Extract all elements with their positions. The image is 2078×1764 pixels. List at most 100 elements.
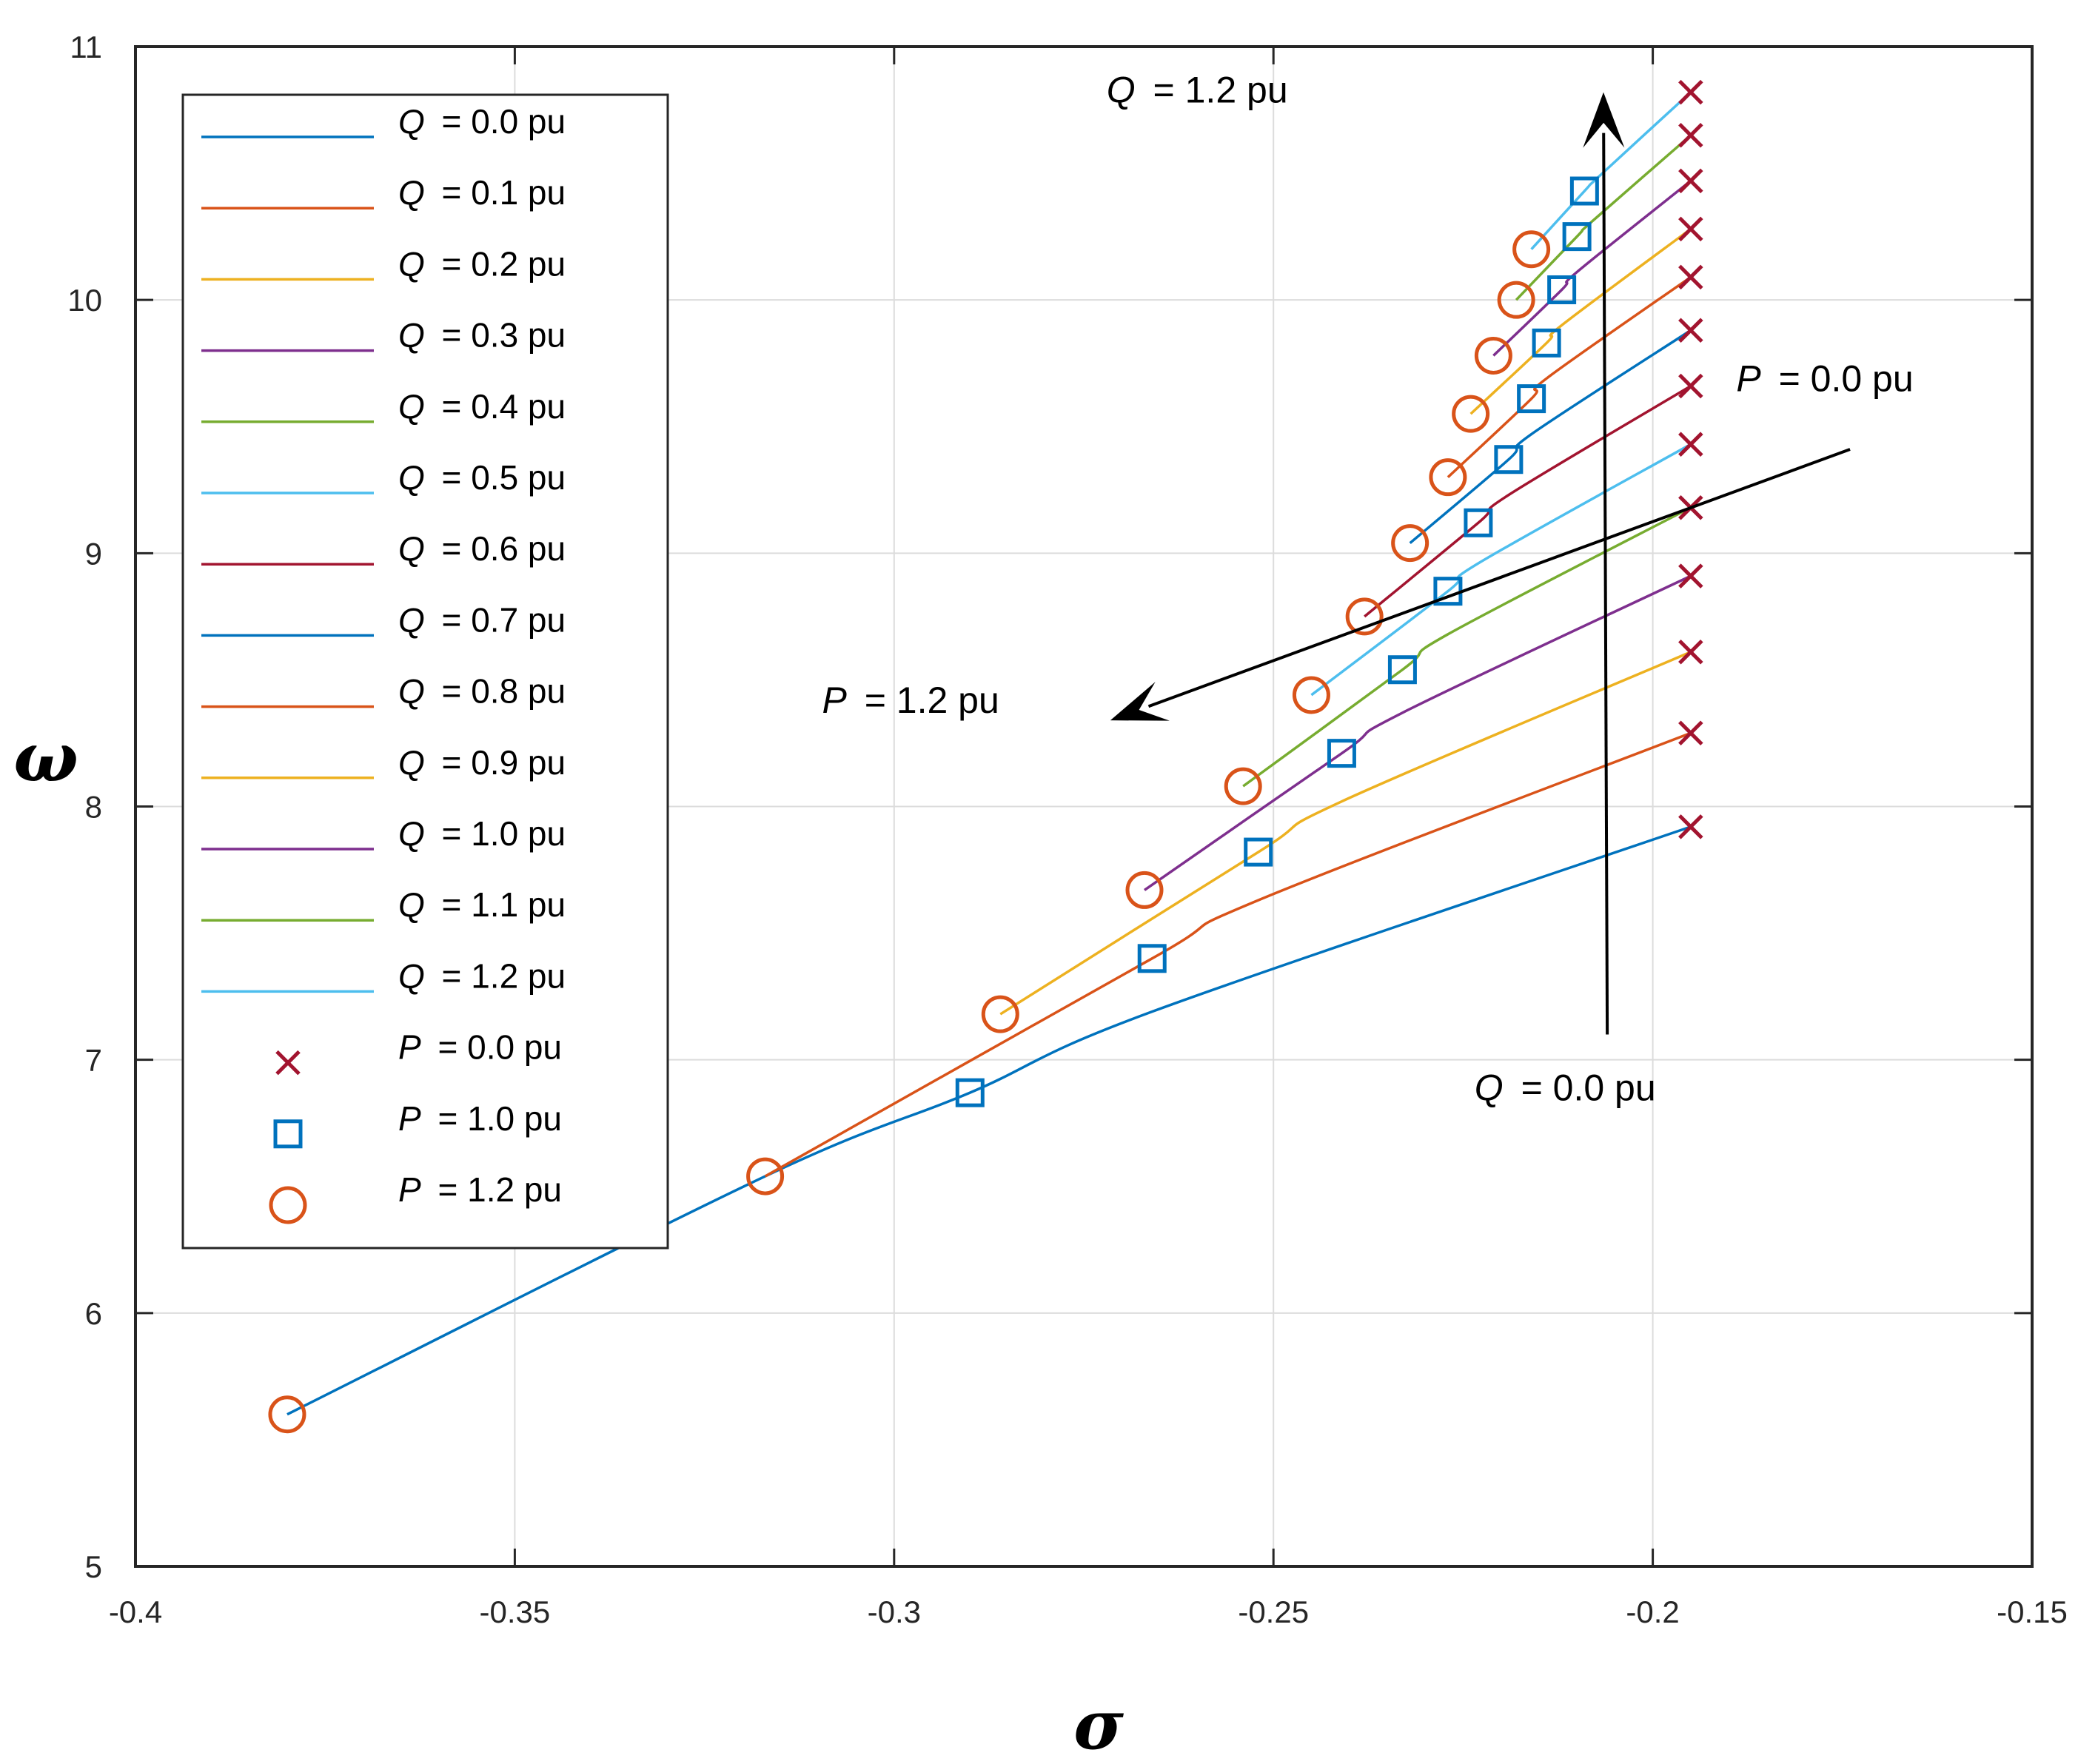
circle-marker: [1125, 871, 1164, 909]
legend-label: Q = 1.1 pu: [398, 885, 566, 924]
tick-labels: -0.4 -0.35 -0.3 -0.25 -0.2 -0.15 5 6 7 8 9 10 11: [67, 30, 2068, 1629]
square-marker: [1244, 837, 1273, 867]
legend-entry: Q = 0.3 pu: [201, 316, 566, 355]
circle-marker: [981, 995, 1019, 1033]
legend: Q = 0.0 pu Q = 0.1 pu Q = 0.2 pu Q = 0.3 pu…: [181, 93, 669, 1250]
legend-label: Q = 1.0 pu: [398, 814, 566, 853]
x-marker: [1678, 373, 1703, 399]
annotation-1: P = 0.0 pu: [1736, 358, 1913, 399]
legend-label: Q = 0.6 pu: [398, 529, 566, 568]
legend-label: Q = 0.1 pu: [398, 173, 566, 212]
legend-label: Q = 0.2 pu: [398, 244, 566, 283]
y-tick-label: 8: [85, 790, 102, 825]
annotations: Q = 1.2 pu P = 0.0 pu P = 1.2 pu Q = 0.0 pu: [822, 69, 1913, 1108]
series-line-q-1: [764, 731, 1692, 1178]
y-axis-label: ω: [13, 717, 78, 797]
series-line-q-3: [1143, 574, 1692, 891]
x-axis-label: σ: [1073, 1685, 1124, 1764]
series-line-q-10: [1492, 179, 1692, 357]
circle-marker: [268, 1395, 306, 1434]
y-tick-label: 5: [85, 1549, 102, 1584]
x-tick-label: -0.15: [1997, 1594, 2068, 1629]
series-line-q-0: [286, 825, 1692, 1416]
legend-entry: Q = 0.2 pu: [201, 244, 566, 283]
legend-label: P = 1.2 pu: [398, 1170, 562, 1209]
x-marker: [1678, 264, 1703, 290]
square-marker: [1387, 655, 1417, 685]
series-line-q-11: [1515, 134, 1692, 301]
x-marker: [1678, 720, 1703, 746]
circle-marker: [746, 1157, 785, 1195]
annotation-arrow-1: [1110, 448, 1851, 721]
y-tick-label: 6: [85, 1296, 102, 1331]
annotation-3: Q = 0.0 pu: [1475, 1067, 1656, 1108]
square-marker: [1327, 739, 1356, 768]
square-marker: [1569, 176, 1599, 206]
legend-entry: P = 1.0 pu: [273, 1099, 562, 1149]
series-line-q-4: [1242, 506, 1692, 788]
x-marker: [1678, 814, 1703, 839]
series-layer: [286, 91, 1692, 1416]
legend-entry: Q = 0.5 pu: [201, 458, 566, 497]
annotation-2: P = 1.2 pu: [822, 680, 999, 721]
annotation-0: Q = 1.2 pu: [1107, 69, 1288, 110]
legend-label: Q = 1.2 pu: [398, 956, 566, 995]
legend-label: Q = 0.8 pu: [398, 672, 566, 711]
legend-entry: Q = 0.7 pu: [201, 600, 566, 639]
square-marker: [1547, 275, 1577, 304]
series-line-q-8: [1447, 275, 1692, 478]
square-marker: [1532, 328, 1561, 358]
circle-marker: [1452, 395, 1490, 433]
annotation-arrows: [1110, 92, 1851, 1035]
square-marker: [1494, 445, 1524, 474]
circle-marker: [1345, 597, 1384, 636]
x-marker: [1678, 79, 1703, 105]
circle-marker: [1224, 767, 1262, 805]
legend-label: P = 1.0 pu: [398, 1099, 562, 1138]
legend-entry: Q = 1.0 pu: [201, 814, 566, 853]
square-marker: [955, 1078, 985, 1107]
legend-entry: P = 0.0 pu: [275, 1028, 562, 1076]
x-tick-label: -0.4: [109, 1594, 162, 1629]
legend-label: Q = 0.0 pu: [398, 102, 566, 141]
legend-swatch: [275, 1050, 301, 1076]
circle-marker: [1497, 281, 1535, 319]
legend-entry: Q = 1.2 pu: [201, 956, 566, 995]
x-tick-label: -0.2: [1626, 1594, 1679, 1629]
x-marker: [1678, 318, 1703, 343]
x-marker: [1678, 122, 1703, 148]
legend-label: Q = 0.9 pu: [398, 743, 566, 782]
x-tick-label: -0.35: [480, 1594, 551, 1629]
legend-label: Q = 0.7 pu: [398, 600, 566, 639]
circle-marker: [1391, 524, 1430, 563]
y-tick-label: 11: [70, 30, 102, 64]
legend-entry: Q = 0.6 pu: [201, 529, 566, 568]
legend-entry: P = 1.2 pu: [269, 1170, 562, 1224]
x-marker: [1678, 432, 1703, 457]
legend-label: Q = 0.5 pu: [398, 458, 566, 497]
x-marker: [1678, 216, 1703, 242]
legend-entry: Q = 0.4 pu: [201, 387, 566, 426]
x-marker: [1678, 563, 1703, 588]
legend-swatch: [269, 1186, 307, 1224]
legend-swatch: [273, 1119, 303, 1149]
legend-box: [181, 93, 669, 1250]
x-tick-label: -0.25: [1238, 1594, 1309, 1629]
square-marker: [1137, 944, 1167, 973]
y-tick-label: 7: [85, 1043, 102, 1078]
series-line-q-9: [1469, 227, 1692, 415]
square-marker: [1464, 508, 1493, 537]
legend-label: P = 0.0 pu: [398, 1028, 562, 1067]
series-line-q-2: [999, 651, 1692, 1016]
legend-entry: Q = 0.9 pu: [201, 743, 566, 782]
legend-entry: Q = 0.0 pu: [201, 102, 566, 141]
annotation-arrow-0: [1583, 92, 1625, 1035]
circle-marker: [1474, 336, 1512, 375]
circle-marker: [1512, 230, 1551, 269]
y-tick-label: 10: [67, 283, 102, 318]
legend-label: Q = 0.4 pu: [398, 387, 566, 426]
marker-layer: [268, 79, 1703, 1434]
x-tick-label: -0.3: [868, 1594, 921, 1629]
legend-entry: Q = 1.1 pu: [201, 885, 566, 924]
